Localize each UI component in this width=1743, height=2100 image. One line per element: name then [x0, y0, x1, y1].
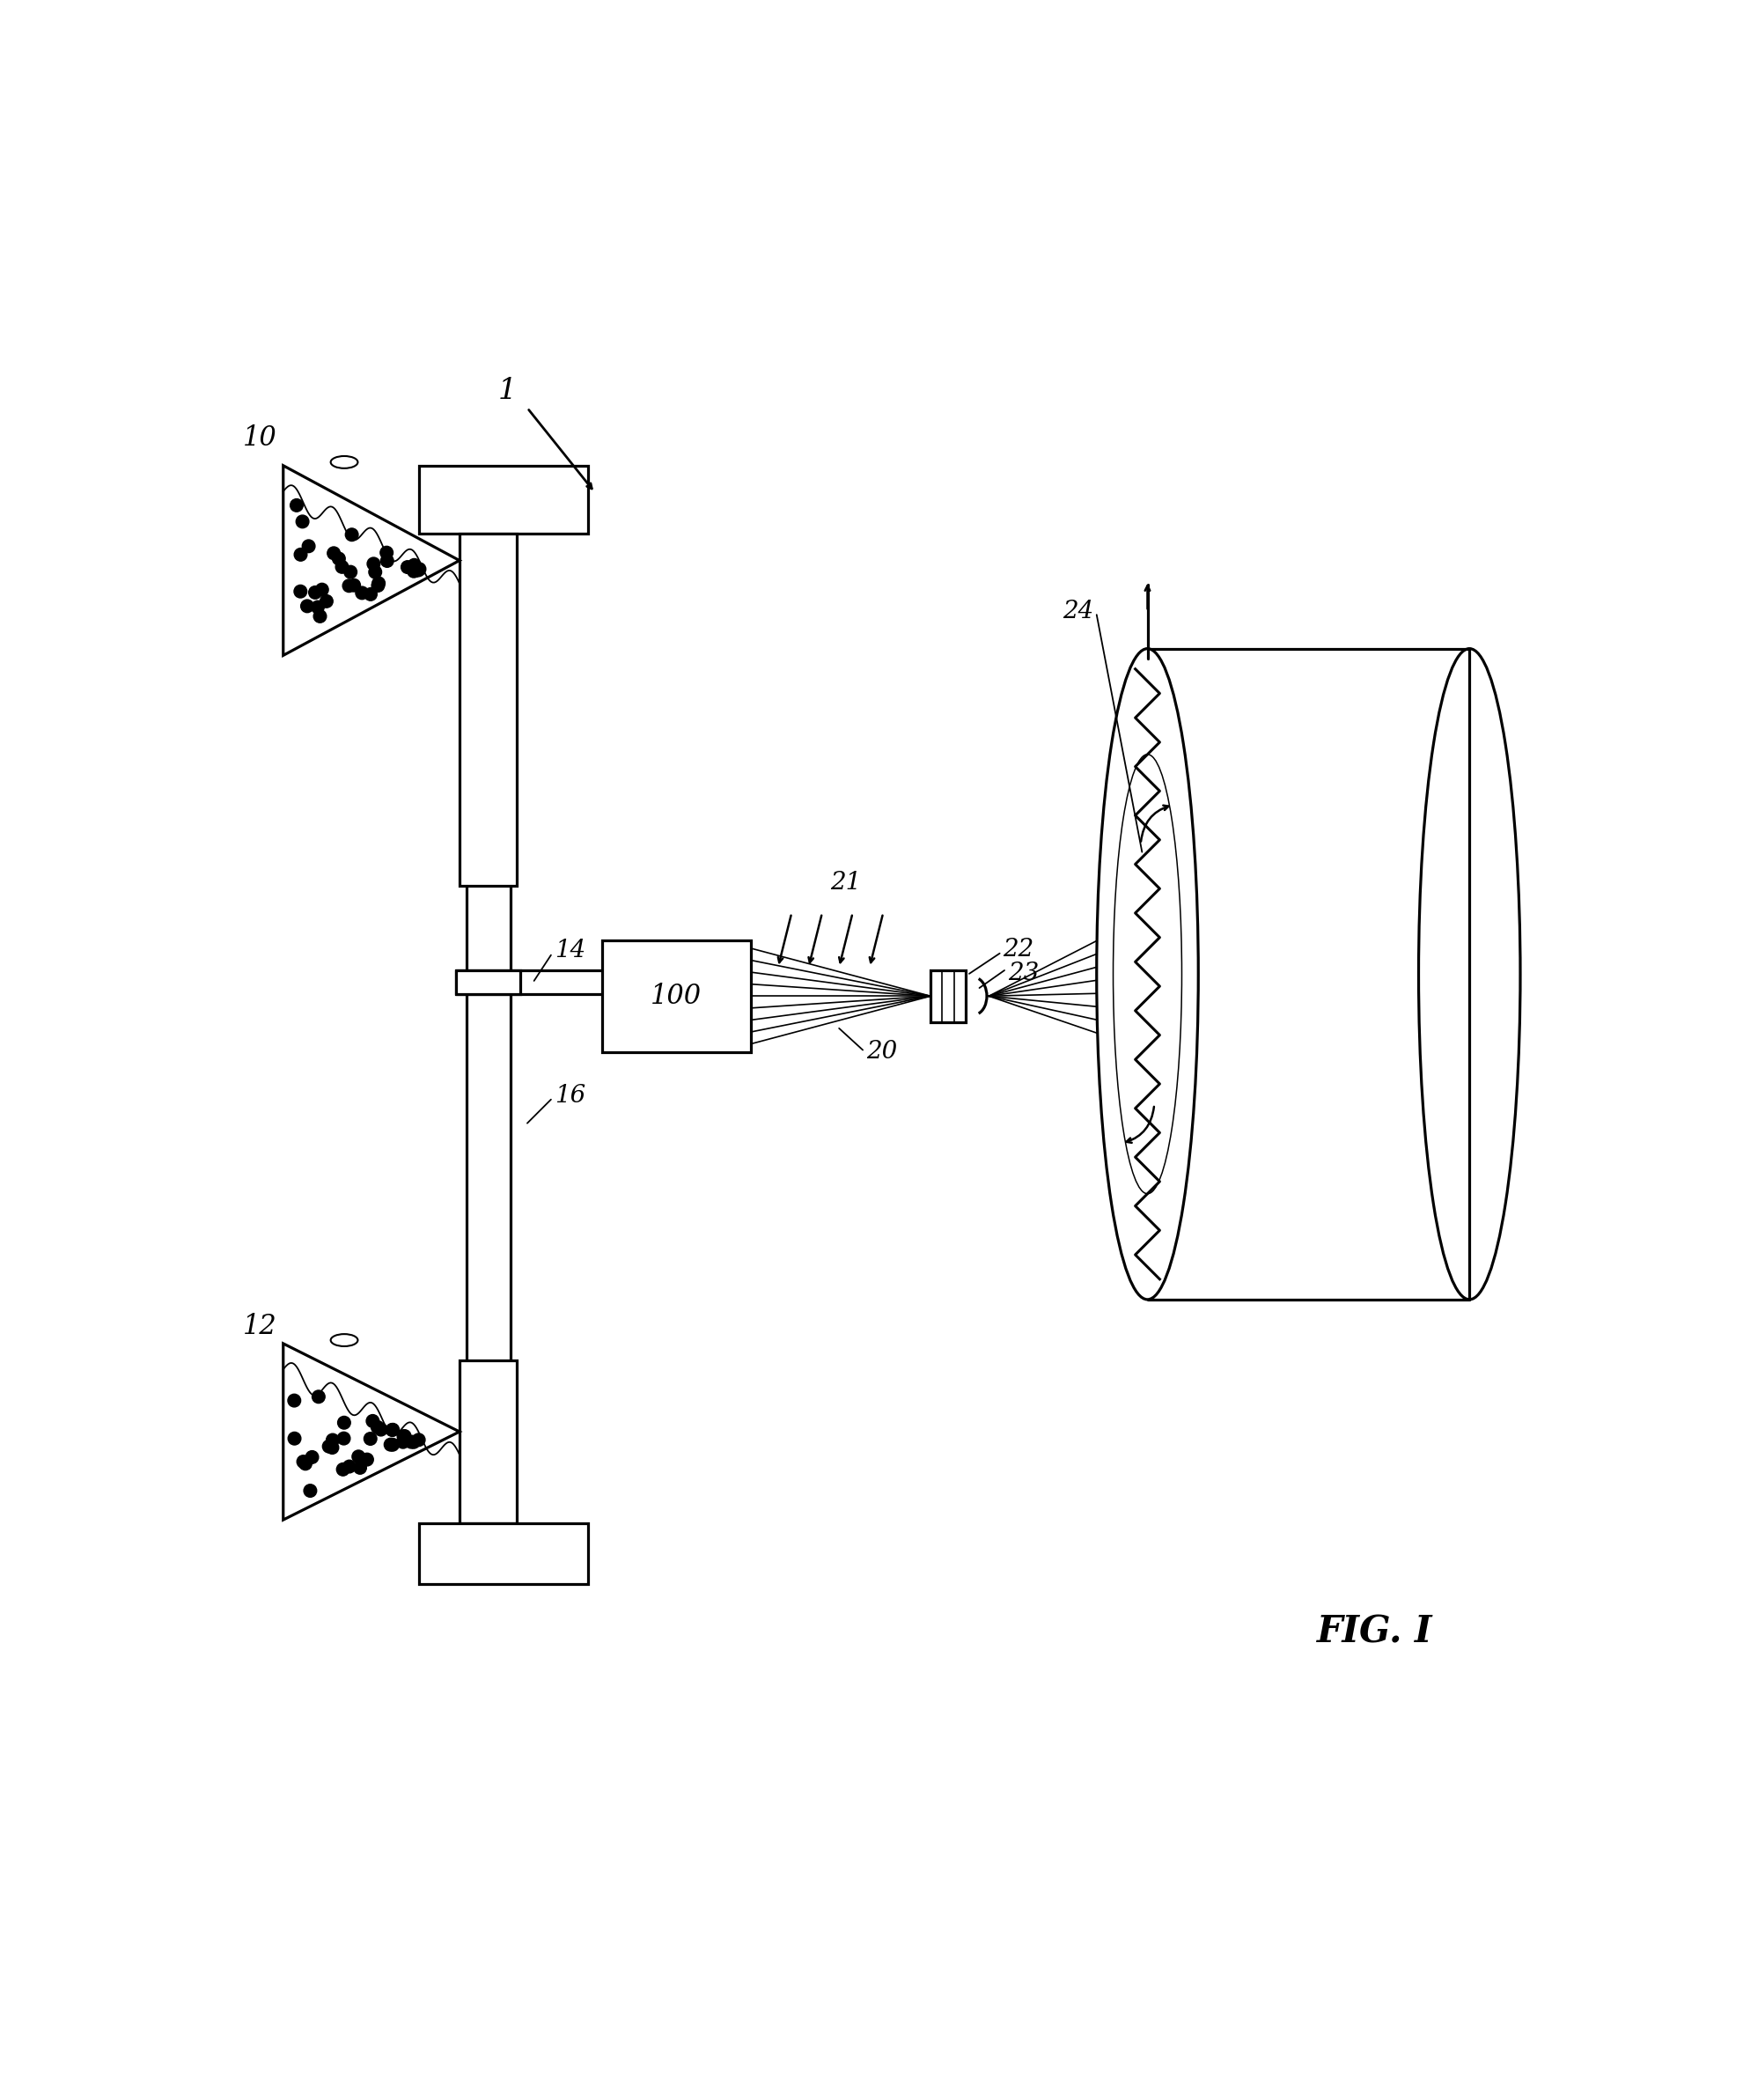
Circle shape: [364, 1432, 376, 1445]
Bar: [457, 970, 521, 995]
Text: 23: 23: [1007, 962, 1039, 985]
Text: 100: 100: [650, 983, 702, 1010]
Circle shape: [368, 556, 380, 571]
Bar: [460, 533, 518, 886]
Circle shape: [295, 548, 307, 561]
Circle shape: [356, 586, 368, 598]
Text: FIG. I: FIG. I: [1316, 1613, 1433, 1651]
Circle shape: [408, 565, 420, 578]
Circle shape: [303, 1485, 317, 1497]
Circle shape: [397, 1430, 411, 1443]
Circle shape: [413, 563, 425, 575]
Circle shape: [333, 552, 345, 565]
Circle shape: [361, 1453, 373, 1466]
Text: 12: 12: [242, 1312, 277, 1340]
Circle shape: [302, 540, 315, 552]
Circle shape: [413, 1434, 425, 1447]
Circle shape: [343, 565, 357, 578]
Bar: [931, 970, 966, 1023]
Circle shape: [326, 1434, 340, 1447]
Circle shape: [322, 1441, 335, 1453]
Circle shape: [352, 1451, 364, 1464]
Bar: [418, 466, 589, 533]
Text: 14: 14: [554, 939, 586, 962]
Circle shape: [411, 563, 425, 578]
Circle shape: [312, 1390, 324, 1403]
Bar: [601, 941, 751, 1052]
Circle shape: [296, 514, 309, 527]
Circle shape: [347, 580, 361, 592]
Circle shape: [338, 1432, 350, 1445]
Circle shape: [336, 561, 349, 573]
Ellipse shape: [1419, 649, 1520, 1300]
Circle shape: [371, 580, 385, 592]
Circle shape: [336, 1464, 349, 1476]
Bar: [460, 1361, 518, 1522]
Circle shape: [370, 565, 382, 578]
Circle shape: [397, 1436, 410, 1449]
Circle shape: [300, 1457, 312, 1470]
Circle shape: [387, 1439, 399, 1451]
Text: 10: 10: [242, 424, 277, 452]
Circle shape: [288, 1432, 302, 1445]
Circle shape: [295, 586, 307, 598]
Text: 16: 16: [554, 1084, 586, 1109]
Circle shape: [383, 1439, 397, 1451]
Circle shape: [328, 546, 340, 561]
Circle shape: [343, 580, 356, 592]
Circle shape: [408, 559, 420, 571]
Circle shape: [387, 1424, 399, 1436]
Circle shape: [380, 554, 394, 567]
Circle shape: [302, 601, 314, 613]
Circle shape: [289, 500, 303, 512]
Circle shape: [408, 1436, 420, 1449]
Circle shape: [288, 1394, 302, 1407]
Circle shape: [364, 588, 376, 601]
Circle shape: [380, 546, 394, 559]
Text: 22: 22: [1004, 939, 1034, 962]
Bar: [418, 1522, 589, 1583]
Ellipse shape: [331, 456, 357, 468]
Circle shape: [375, 1424, 387, 1436]
Circle shape: [296, 1455, 310, 1468]
Ellipse shape: [331, 1334, 357, 1346]
Ellipse shape: [1096, 649, 1199, 1300]
Text: 20: 20: [866, 1040, 898, 1065]
Text: 1: 1: [497, 376, 516, 405]
Circle shape: [314, 609, 326, 624]
Circle shape: [354, 1462, 366, 1474]
Ellipse shape: [1114, 754, 1182, 1193]
Circle shape: [373, 578, 385, 590]
Circle shape: [404, 1436, 418, 1449]
Circle shape: [410, 565, 422, 578]
Circle shape: [366, 1415, 380, 1428]
Circle shape: [371, 1422, 383, 1434]
Circle shape: [321, 594, 333, 607]
Circle shape: [315, 584, 328, 596]
Circle shape: [305, 1451, 319, 1464]
Circle shape: [326, 1441, 338, 1453]
Circle shape: [401, 561, 415, 573]
Circle shape: [385, 1424, 399, 1436]
Circle shape: [309, 586, 322, 598]
Text: 24: 24: [1061, 598, 1093, 624]
Text: 21: 21: [830, 872, 861, 895]
Circle shape: [338, 1415, 350, 1430]
Circle shape: [345, 529, 359, 542]
Circle shape: [397, 1430, 410, 1443]
Circle shape: [312, 601, 324, 613]
Circle shape: [343, 1459, 356, 1472]
